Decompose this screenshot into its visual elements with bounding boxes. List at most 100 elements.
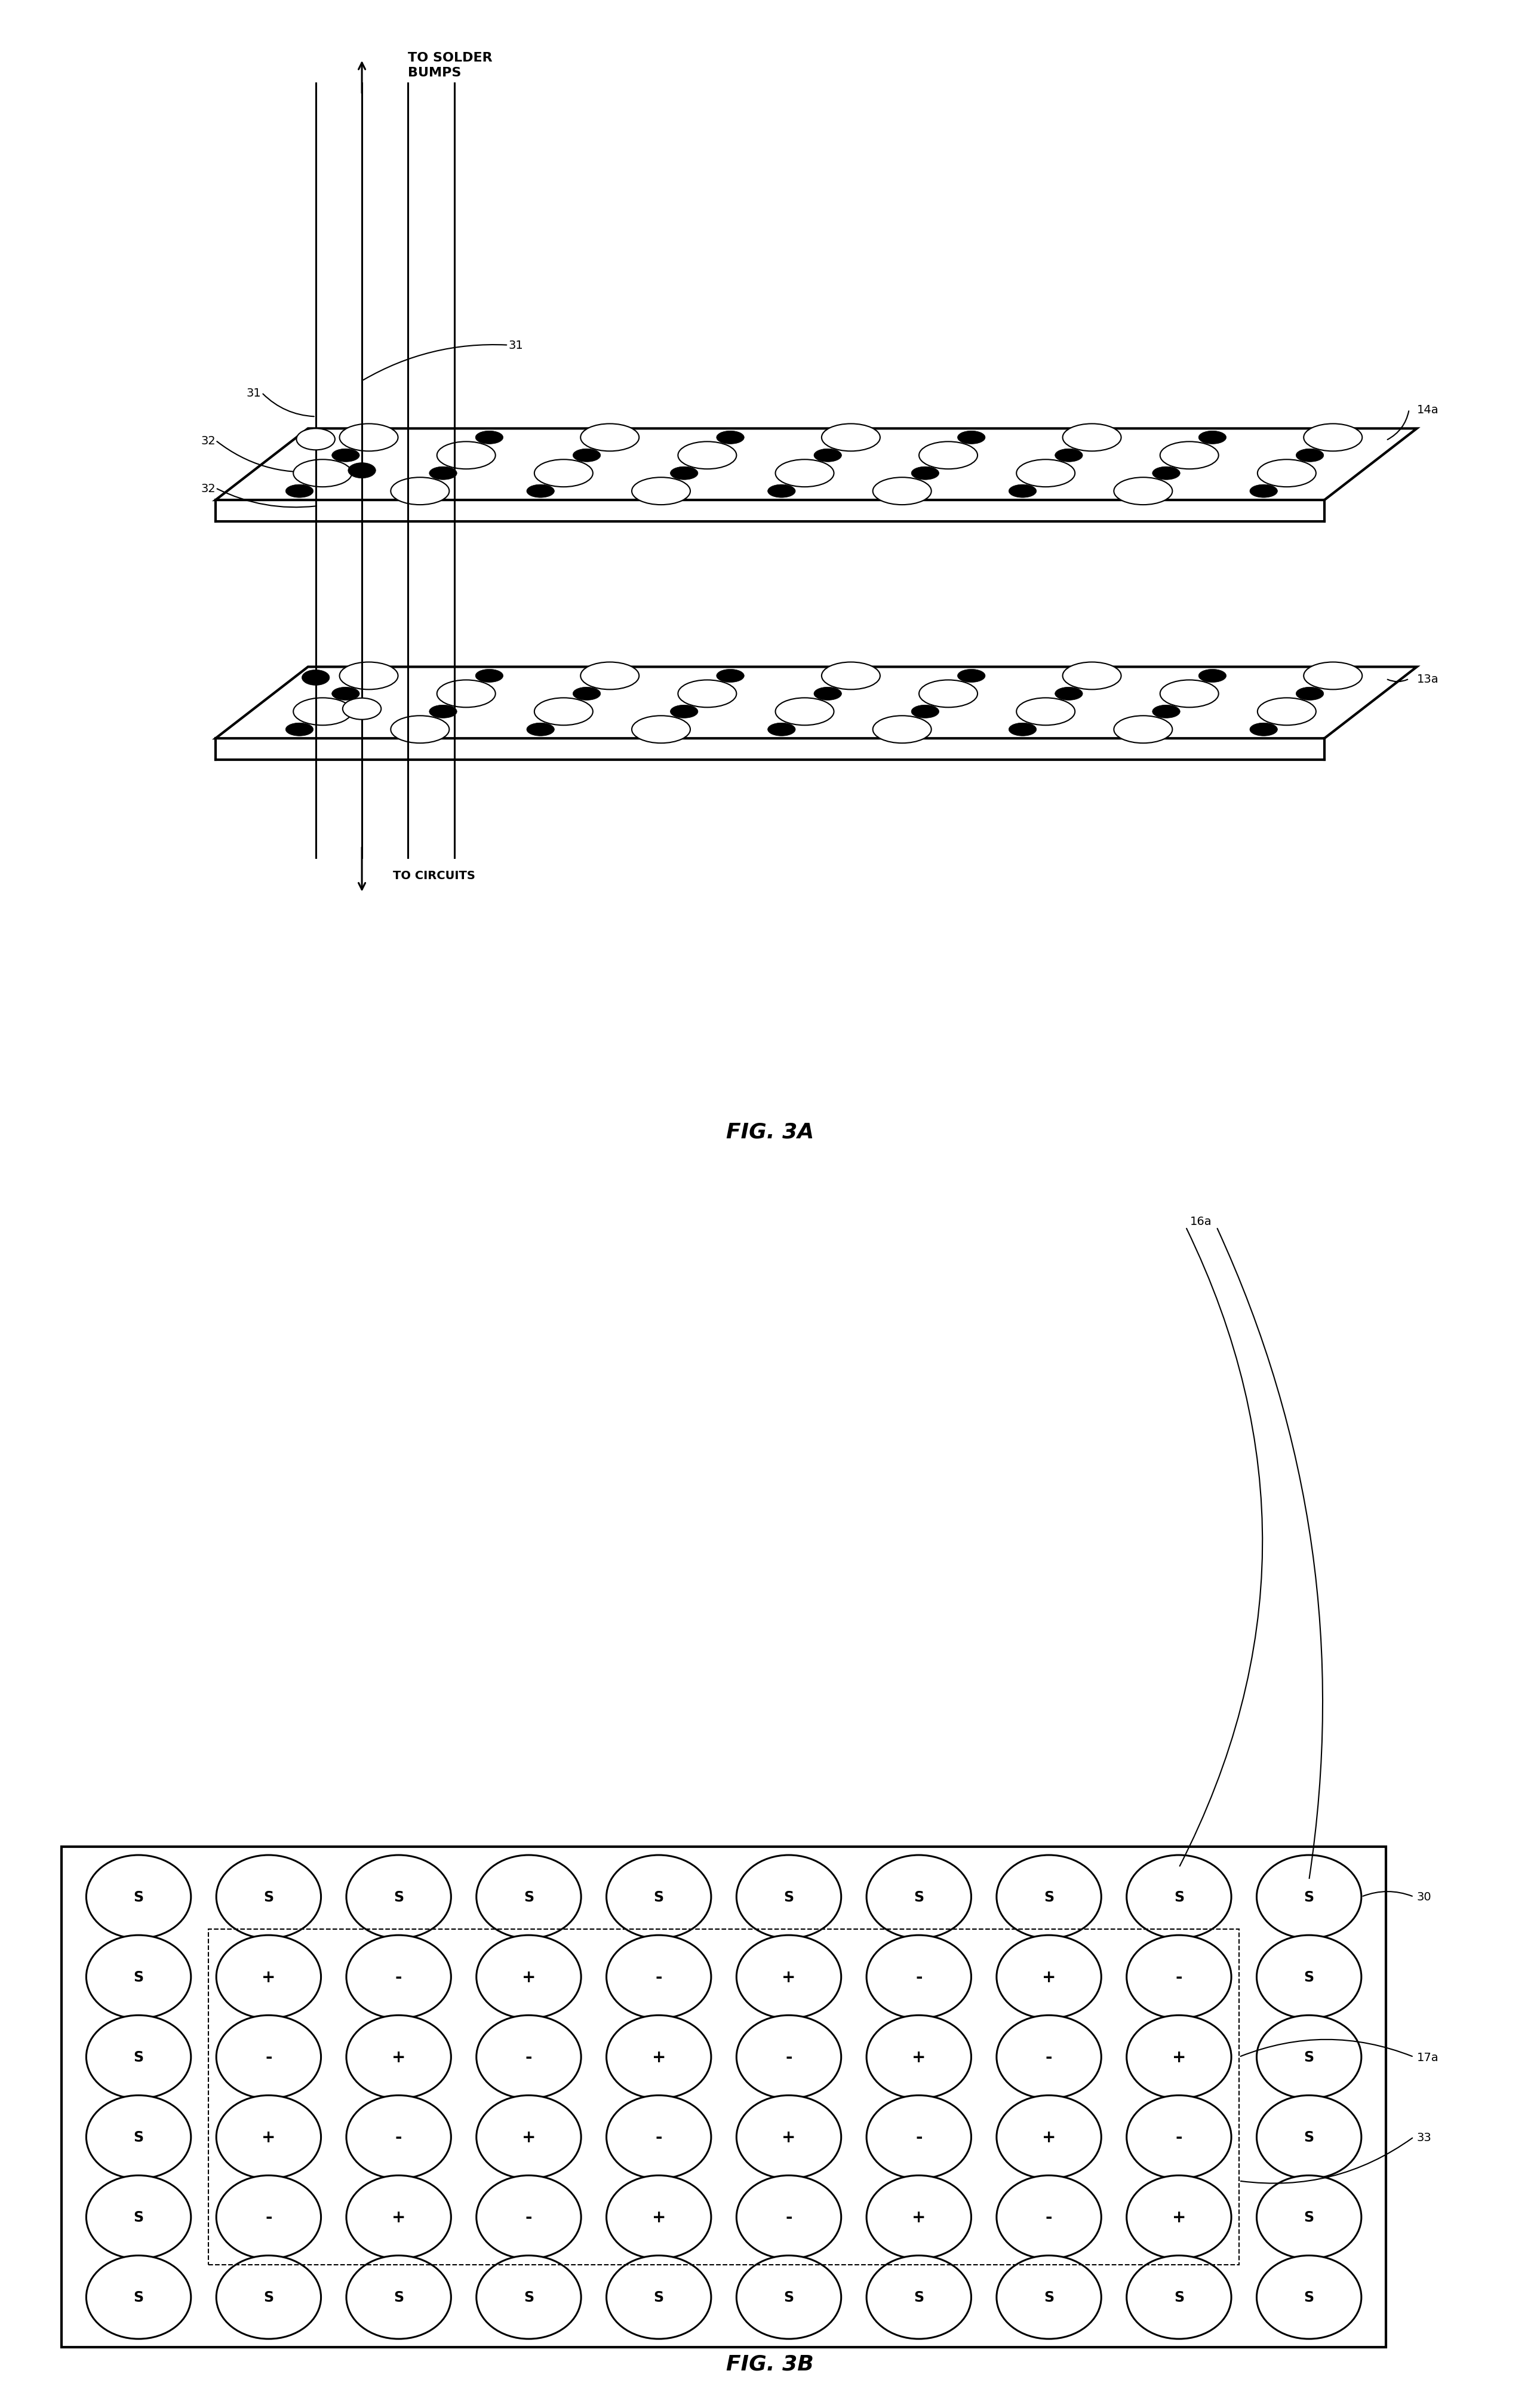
Ellipse shape [296,429,334,450]
Text: S: S [134,1971,143,1985]
Text: +: + [522,2128,536,2145]
Text: FIG. 3A: FIG. 3A [725,1122,815,1141]
Ellipse shape [736,2016,841,2099]
Ellipse shape [631,477,690,505]
Text: +: + [391,2209,405,2226]
Text: -: - [915,1968,922,1985]
Text: S: S [1304,2209,1314,2223]
Text: S: S [394,1890,403,1904]
Text: S: S [1044,2290,1053,2304]
Text: -: - [1046,2209,1052,2226]
Ellipse shape [736,1935,841,2018]
Ellipse shape [670,705,698,720]
Text: S: S [1304,1971,1314,1985]
Ellipse shape [339,424,397,453]
Text: 32: 32 [200,484,216,493]
Text: +: + [782,2128,796,2145]
Text: S: S [1304,2049,1314,2064]
Ellipse shape [476,431,504,443]
Ellipse shape [1152,467,1180,481]
Text: S: S [1304,2290,1314,2304]
Ellipse shape [476,1935,581,2018]
Ellipse shape [1009,724,1036,736]
Ellipse shape [1127,1935,1232,2018]
Text: -: - [785,2049,792,2066]
Ellipse shape [581,662,639,691]
Text: S: S [134,2290,143,2304]
Ellipse shape [216,1854,320,1940]
Ellipse shape [534,698,593,724]
Text: S: S [134,1890,143,1904]
Ellipse shape [1016,698,1075,724]
Ellipse shape [573,450,601,462]
Text: S: S [653,1890,664,1904]
Ellipse shape [867,2176,972,2259]
Text: S: S [1173,1890,1184,1904]
Ellipse shape [912,705,939,720]
Text: S: S [913,2290,924,2304]
Ellipse shape [1250,486,1278,498]
Ellipse shape [867,2254,972,2340]
Text: 17a: 17a [1417,2052,1438,2064]
Ellipse shape [437,443,496,469]
Ellipse shape [958,670,986,684]
Text: -: - [785,2209,792,2226]
Ellipse shape [527,486,554,498]
Text: TO SOLDER
BUMPS: TO SOLDER BUMPS [408,52,493,79]
Ellipse shape [912,467,939,481]
Text: FIG. 3B: FIG. 3B [727,2352,813,2373]
Ellipse shape [285,486,313,498]
Ellipse shape [534,460,593,489]
Text: -: - [656,1968,662,1985]
Ellipse shape [1160,682,1218,708]
Ellipse shape [86,2254,191,2340]
Text: 30: 30 [1417,1892,1432,1902]
Ellipse shape [607,1935,711,2018]
Ellipse shape [86,2176,191,2259]
Text: S: S [1173,2290,1184,2304]
Text: -: - [1046,2049,1052,2066]
Ellipse shape [919,443,978,469]
Ellipse shape [607,1854,711,1940]
Ellipse shape [1152,705,1180,720]
Text: S: S [913,1890,924,1904]
Ellipse shape [339,662,397,691]
Text: +: + [391,2049,405,2066]
Ellipse shape [1297,689,1324,701]
Ellipse shape [346,1935,451,2018]
Ellipse shape [331,689,359,701]
Text: -: - [1175,2128,1183,2145]
Ellipse shape [1113,715,1172,743]
Text: +: + [912,2209,926,2226]
Text: -: - [396,1968,402,1985]
Ellipse shape [996,1854,1101,1940]
Text: S: S [653,2290,664,2304]
Text: 31: 31 [246,388,262,398]
Ellipse shape [996,1935,1101,2018]
Ellipse shape [767,724,795,736]
Text: S: S [784,2290,795,2304]
Ellipse shape [996,2016,1101,2099]
Text: -: - [1175,1968,1183,1985]
Ellipse shape [331,450,359,462]
Ellipse shape [996,2254,1101,2340]
Ellipse shape [1127,2254,1232,2340]
Ellipse shape [430,705,457,720]
Ellipse shape [867,1854,972,1940]
Text: +: + [262,1968,276,1985]
Ellipse shape [867,2095,972,2178]
Ellipse shape [873,715,932,743]
Ellipse shape [1250,724,1278,736]
Ellipse shape [678,682,736,708]
Text: S: S [1304,1890,1314,1904]
Bar [208,1930,1240,2264]
Ellipse shape [670,467,698,481]
Ellipse shape [1127,2176,1232,2259]
Text: -: - [525,2209,533,2226]
Ellipse shape [346,2176,451,2259]
Text: 13a: 13a [1417,674,1438,684]
Ellipse shape [736,2254,841,2340]
Text: TO CIRCUITS: TO CIRCUITS [393,870,474,882]
Text: 33: 33 [1417,2130,1432,2142]
Ellipse shape [86,2016,191,2099]
